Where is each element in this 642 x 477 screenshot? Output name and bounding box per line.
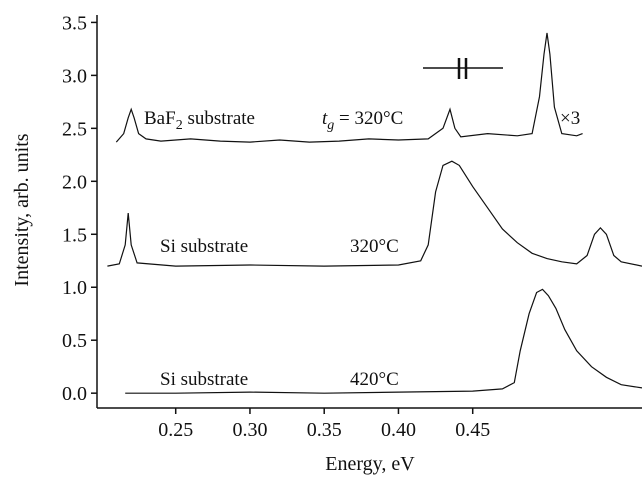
annotation: Si substrate — [160, 236, 248, 257]
y-tick-label: 3.5 — [62, 12, 87, 34]
annotations: BaF2 substrate tg = 320°C ×3 Si substrat… — [144, 58, 580, 390]
x-tick-label: 0.40 — [381, 419, 416, 441]
annotation: Si substrate — [160, 369, 248, 390]
y-tick-label: 0.0 — [62, 383, 87, 405]
y-tick-label: 2.0 — [62, 171, 87, 193]
spectrum-line — [125, 288, 642, 394]
x-tick-label: 0.25 — [158, 419, 193, 441]
y-axis-label: Intensity, arb. units — [11, 133, 33, 286]
x-tick-label: 0.30 — [232, 419, 267, 441]
annotation: BaF2 substrate — [144, 108, 255, 133]
resolution-marker — [423, 58, 503, 79]
x-tick-label: 0.45 — [455, 419, 490, 441]
y-tick-label: 2.5 — [62, 118, 87, 140]
annotation: ×3 — [560, 108, 580, 129]
y-tick-label: 1.5 — [62, 224, 87, 246]
y-tick-label: 0.5 — [62, 330, 87, 352]
y-tick-label: 3.0 — [62, 65, 87, 87]
spectrum-line — [107, 160, 642, 267]
y-tick-label: 1.0 — [62, 277, 87, 299]
annotation: tg = 320°C — [322, 108, 403, 133]
annotation: 420°C — [350, 369, 399, 390]
x-tick-label: 0.35 — [307, 419, 342, 441]
x-axis-label: Energy, eV — [325, 453, 415, 475]
annotation: 320°C — [350, 236, 399, 257]
spectrum-line — [115, 32, 583, 143]
